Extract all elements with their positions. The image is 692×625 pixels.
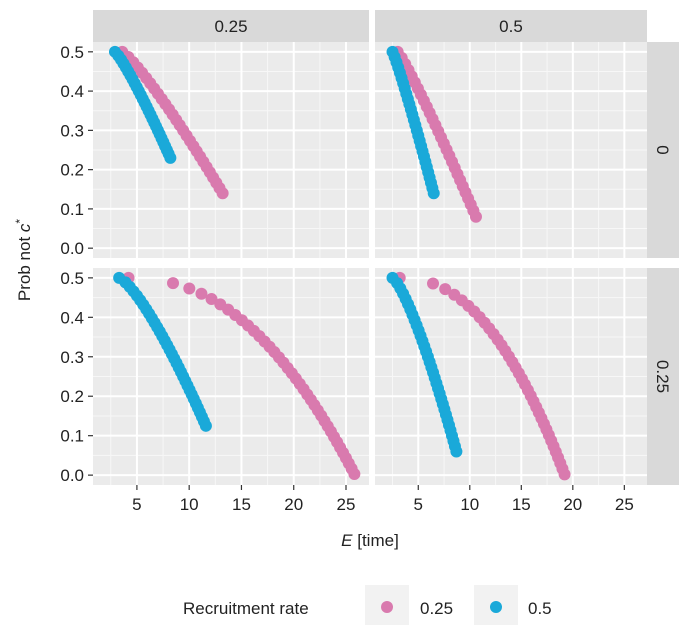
legend: Recruitment rate 0.25 0.5 <box>183 585 552 625</box>
series-0.5 <box>108 45 177 164</box>
panel-points-0-1 <box>113 271 361 480</box>
data-point <box>558 468 571 481</box>
panel-0-0 <box>93 42 369 258</box>
x-tick-label: 15 <box>512 495 531 514</box>
y-axis-title-italic: c <box>15 223 34 232</box>
panel-points-1-0 <box>386 45 482 223</box>
x-tick-label: 15 <box>232 495 251 514</box>
x-tick-label: 10 <box>180 495 199 514</box>
series-0.5 <box>386 271 463 458</box>
data-point <box>183 282 196 295</box>
facet-strip-top-1 <box>375 10 647 42</box>
series-0.5 <box>386 45 440 200</box>
y-axis-title-main: Prob not <box>15 232 34 301</box>
strips-layer: 0.25 0.5 0 0.25 <box>93 10 679 485</box>
legend-key-dot-0 <box>381 601 393 613</box>
y-axis-title-sup: * <box>13 219 27 224</box>
y-tick-label: 0.3 <box>60 121 84 140</box>
x-tick-label: 10 <box>460 495 479 514</box>
x-tick-label: 25 <box>615 495 634 514</box>
series-0.5 <box>113 271 212 432</box>
x-tick-label: 25 <box>337 495 356 514</box>
data-point <box>469 210 482 223</box>
x-axis-title: E [time] <box>341 531 399 550</box>
x-tick-label: 5 <box>414 495 423 514</box>
y-tick-label: 0.0 <box>60 466 84 485</box>
facet-strip-right-label-0: 0 <box>653 145 672 154</box>
facet-strip-top-0 <box>93 10 369 42</box>
data-point <box>167 277 180 290</box>
panels-layer <box>93 42 647 485</box>
y-tick-label: 0.1 <box>60 200 84 219</box>
legend-label-0: 0.25 <box>420 599 453 618</box>
data-point <box>164 151 177 164</box>
x-tick-label: 20 <box>563 495 582 514</box>
data-point <box>199 419 212 432</box>
series-0.25 <box>116 45 229 200</box>
facet-strip-right-1 <box>647 268 679 485</box>
series-0.25 <box>122 271 361 480</box>
data-point <box>439 283 452 296</box>
facet-strip-right-0 <box>647 42 679 258</box>
data-point <box>450 445 463 458</box>
data-point <box>216 187 229 200</box>
y-tick-label: 0.2 <box>60 387 84 406</box>
panel-points-1-1 <box>386 271 571 481</box>
y-tick-label: 0.4 <box>60 82 84 101</box>
y-tick-label: 0.5 <box>60 269 84 288</box>
data-point <box>205 293 218 306</box>
y-axis-title: Prob not c* <box>13 219 34 302</box>
y-tick-label: 0.5 <box>60 43 84 62</box>
y-tick-label: 0.0 <box>60 239 84 258</box>
series-0.25 <box>391 45 482 223</box>
facet-strip-top-label-1: 0.5 <box>499 17 523 36</box>
x-axis-title-italic: E <box>341 531 353 550</box>
legend-label-1: 0.5 <box>528 599 552 618</box>
y-tick-label: 0.2 <box>60 161 84 180</box>
y-tick-label: 0.1 <box>60 427 84 446</box>
data-point <box>427 277 440 290</box>
legend-key-dot-1 <box>490 601 502 613</box>
y-tick-label: 0.3 <box>60 348 84 367</box>
x-axis-title-rest: [time] <box>353 531 399 550</box>
facet-strip-top-label-0: 0.25 <box>214 17 247 36</box>
legend-title: Recruitment rate <box>183 599 309 618</box>
x-tick-label: 5 <box>132 495 141 514</box>
panel-1-1 <box>375 268 647 485</box>
facet-strip-right-label-1: 0.25 <box>653 360 672 393</box>
data-point <box>427 187 440 200</box>
panel-points-0-0 <box>108 45 229 200</box>
data-point <box>195 287 208 300</box>
y-tick-label: 0.4 <box>60 308 84 327</box>
x-tick-label: 20 <box>284 495 303 514</box>
data-point <box>348 467 361 480</box>
axes-layer: 0.0 0.1 0.2 0.3 0.4 0.5 0.0 0.1 0.2 0.3 0.4 0.5 5 10 1… <box>60 43 633 514</box>
